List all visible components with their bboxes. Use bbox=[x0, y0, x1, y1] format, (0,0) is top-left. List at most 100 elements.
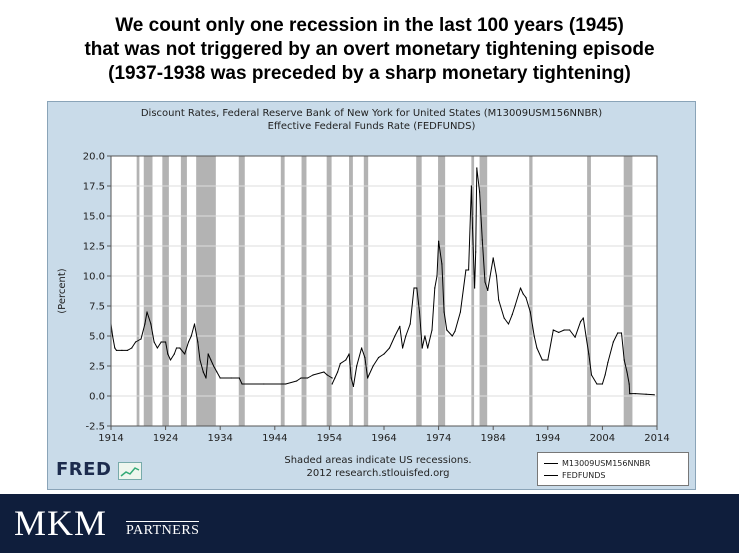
data-point bbox=[431, 329, 433, 331]
y-tick-label: 20.0 bbox=[83, 152, 105, 163]
data-point bbox=[441, 263, 443, 265]
data-point bbox=[623, 359, 625, 361]
data-point bbox=[306, 377, 309, 379]
recession-band bbox=[180, 156, 187, 426]
data-point bbox=[160, 341, 162, 343]
data-point bbox=[617, 332, 619, 334]
data-point bbox=[645, 393, 647, 395]
data-point bbox=[179, 347, 181, 349]
data-point bbox=[468, 269, 470, 271]
data-point bbox=[216, 371, 218, 373]
y-tick-label: 17.5 bbox=[83, 182, 105, 193]
data-point bbox=[399, 325, 401, 327]
recession-band bbox=[196, 156, 216, 426]
data-point bbox=[213, 365, 215, 367]
recession-band bbox=[326, 156, 332, 426]
recession-band bbox=[143, 156, 153, 426]
data-point bbox=[620, 332, 623, 334]
data-point bbox=[126, 349, 128, 351]
company-logo-sub: PARTNERS bbox=[126, 521, 200, 538]
data-point bbox=[364, 357, 366, 359]
data-point bbox=[604, 374, 606, 376]
data-point bbox=[563, 329, 565, 331]
data-point bbox=[263, 383, 265, 385]
data-point bbox=[383, 353, 385, 355]
data-point bbox=[582, 317, 584, 319]
chart-frame: Discount Rates, Federal Reserve Bank of … bbox=[47, 101, 696, 490]
data-point bbox=[498, 299, 500, 301]
data-point bbox=[416, 287, 418, 289]
recession-band bbox=[587, 156, 591, 426]
data-point bbox=[323, 371, 325, 373]
data-point bbox=[579, 321, 582, 323]
fred-logo[interactable]: FRED bbox=[56, 459, 112, 480]
data-point bbox=[300, 377, 302, 379]
x-tick-label: 1954 bbox=[317, 433, 342, 444]
data-point bbox=[413, 287, 415, 289]
y-tick-label: 15.0 bbox=[83, 212, 105, 223]
data-point bbox=[165, 341, 167, 343]
data-point bbox=[144, 323, 146, 325]
source-note: 2012 research.stlouisfed.org bbox=[306, 468, 450, 479]
data-point bbox=[601, 383, 604, 385]
data-point bbox=[167, 353, 169, 355]
recession-note: Shaded areas indicate US recessions. bbox=[284, 455, 472, 466]
data-point bbox=[134, 341, 137, 343]
data-point bbox=[529, 311, 531, 313]
data-point bbox=[454, 330, 456, 332]
data-point bbox=[626, 371, 628, 373]
recession-band bbox=[529, 156, 533, 426]
slide-title: We count only one recession in the last … bbox=[0, 14, 739, 86]
data-point bbox=[205, 377, 207, 379]
data-point bbox=[175, 347, 178, 349]
data-point bbox=[409, 323, 411, 325]
recession-band bbox=[280, 156, 285, 426]
data-point bbox=[427, 347, 429, 349]
chart-title: Discount Rates, Federal Reserve Bank of … bbox=[140, 108, 603, 119]
data-point bbox=[474, 287, 476, 289]
y-tick-label: 0.0 bbox=[89, 392, 105, 403]
recession-band bbox=[623, 156, 633, 426]
x-tick-label: 2014 bbox=[644, 433, 669, 444]
data-point bbox=[377, 357, 380, 359]
y-tick-label: 10.0 bbox=[83, 272, 105, 283]
data-point bbox=[150, 323, 152, 325]
data-point bbox=[533, 335, 535, 337]
data-point bbox=[210, 359, 212, 361]
y-tick-label: 7.5 bbox=[89, 302, 105, 313]
data-point bbox=[588, 353, 590, 355]
legend-swatch-icon bbox=[544, 475, 558, 476]
data-point bbox=[197, 341, 199, 343]
data-point bbox=[352, 385, 355, 387]
data-point bbox=[207, 353, 209, 355]
data-point bbox=[536, 347, 538, 349]
data-point bbox=[495, 275, 498, 277]
x-tick-label: 1924 bbox=[153, 433, 178, 444]
recession-band bbox=[162, 156, 169, 426]
data-point bbox=[421, 347, 423, 349]
data-point bbox=[345, 359, 347, 361]
data-point bbox=[459, 311, 462, 313]
data-point bbox=[558, 331, 560, 333]
data-point bbox=[115, 349, 118, 351]
data-point bbox=[331, 383, 333, 385]
data-point bbox=[484, 281, 486, 283]
data-point bbox=[334, 377, 336, 379]
data-point bbox=[187, 341, 190, 343]
data-point bbox=[199, 359, 201, 361]
title-line-3: (1937-1938 was preceded by a sharp monet… bbox=[108, 63, 631, 84]
data-point bbox=[424, 335, 426, 337]
data-point bbox=[478, 191, 481, 193]
data-point bbox=[511, 313, 513, 315]
data-point bbox=[173, 353, 175, 355]
data-point bbox=[339, 363, 341, 365]
data-point bbox=[372, 365, 374, 367]
data-point bbox=[574, 336, 576, 338]
data-point bbox=[146, 311, 148, 313]
data-point bbox=[547, 359, 549, 361]
data-point bbox=[285, 383, 287, 385]
data-point bbox=[388, 347, 391, 349]
data-point bbox=[405, 335, 407, 337]
x-tick-label: 1964 bbox=[371, 433, 396, 444]
legend-label-fedfunds: FEDFUNDS bbox=[562, 471, 606, 480]
